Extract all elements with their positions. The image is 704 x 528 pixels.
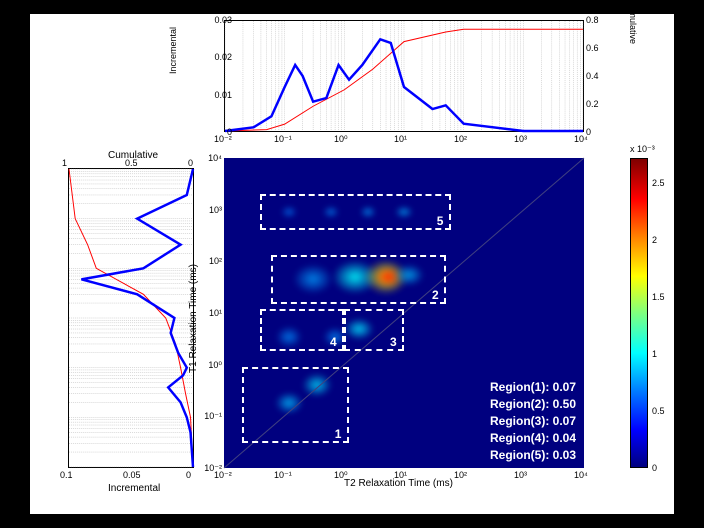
region-value-text-1: Region(1): 0.07 (490, 380, 576, 394)
colorbar-scale-label: x 10⁻³ (630, 144, 655, 155)
top-x-tick: 10⁰ (334, 134, 348, 145)
main-y-tick: 10³ (198, 205, 222, 215)
left-bottom-tick: 0 (186, 470, 191, 480)
left-bottom-tick: 0.05 (123, 470, 141, 480)
main-x-tick: 10⁴ (574, 470, 588, 480)
top-distribution-panel: Incremental Cumulative 00.010.020.03 00.… (194, 14, 596, 146)
main-x-tick: 10⁻¹ (274, 470, 292, 481)
top-x-tick: 10¹ (394, 134, 407, 144)
top-yright-tick: 0.8 (586, 15, 599, 25)
colorbar-gradient (630, 158, 648, 468)
main-y-tick: 10⁴ (198, 153, 222, 163)
top-x-tick: 10³ (514, 134, 527, 144)
figure-container: Incremental Cumulative 00.010.020.03 00.… (30, 14, 674, 514)
region-value-text-4: Region(4): 0.04 (490, 431, 576, 445)
left-bottom-label: Incremental (108, 483, 160, 494)
left-plot-svg (69, 169, 193, 467)
region-value-text-5: Region(5): 0.03 (490, 448, 576, 462)
top-yright-label: Cumulative (628, 0, 638, 44)
top-x-tick: 10² (454, 134, 467, 144)
main-y-tick: 10¹ (198, 308, 222, 318)
top-x-tick: 10⁻¹ (274, 134, 292, 145)
top-yleft-label: Incremental (168, 27, 178, 74)
top-yright-tick: 0.6 (586, 43, 599, 53)
main-x-tick: 10³ (514, 470, 527, 480)
left-top-tick: 0 (188, 158, 193, 168)
main-xlabel: T2 Relaxation Time (ms) (344, 478, 453, 489)
top-yleft-tick: 0.01 (206, 90, 232, 100)
top-gridlines (225, 21, 583, 131)
left-distribution-panel: Cumulative Incremental 10.50 0.10.050 (68, 150, 208, 494)
top-yleft-tick: 0.03 (206, 15, 232, 25)
left-top-tick: 1 (62, 158, 67, 168)
main-y-tick: 10² (198, 256, 222, 266)
colorbar-tick: 1 (652, 349, 657, 359)
main-y-tick: 10⁻¹ (198, 411, 222, 422)
colorbar-tick: 1.5 (652, 292, 665, 302)
region-value-text-3: Region(3): 0.07 (490, 414, 576, 428)
top-yright-tick: 0.2 (586, 99, 599, 109)
main-plot-area: 12345 Region(1): 0.07Region(2): 0.50Regi… (224, 158, 584, 468)
top-plot-svg (225, 21, 583, 131)
main-ylabel: T1 Relaxation Time (ms) (188, 264, 199, 373)
left-top-tick: 0.5 (125, 158, 138, 168)
colorbar-tick: 0.5 (652, 406, 665, 416)
left-bottom-tick: 0.1 (60, 470, 73, 480)
main-x-tick: 10² (454, 470, 467, 480)
colorbar-tick: 2 (652, 235, 657, 245)
region-value-text-2: Region(2): 0.50 (490, 397, 576, 411)
main-2d-map-panel: 12345 Region(1): 0.07Region(2): 0.50Regi… (224, 158, 596, 502)
main-y-tick: 10⁰ (198, 360, 222, 371)
top-x-tick: 10⁴ (574, 134, 588, 144)
colorbar-tick: 2.5 (652, 178, 665, 188)
colorbar-tick: 0 (652, 463, 657, 473)
top-yleft-tick: 0.02 (206, 52, 232, 62)
top-yright-tick: 0.4 (586, 71, 599, 81)
colorbar: x 10⁻³ 00.511.522.5 (630, 158, 666, 468)
top-x-tick: 10⁻² (214, 134, 232, 145)
left-plot-area (68, 168, 194, 468)
main-y-tick: 10⁻² (198, 463, 222, 474)
top-plot-area (224, 20, 584, 132)
